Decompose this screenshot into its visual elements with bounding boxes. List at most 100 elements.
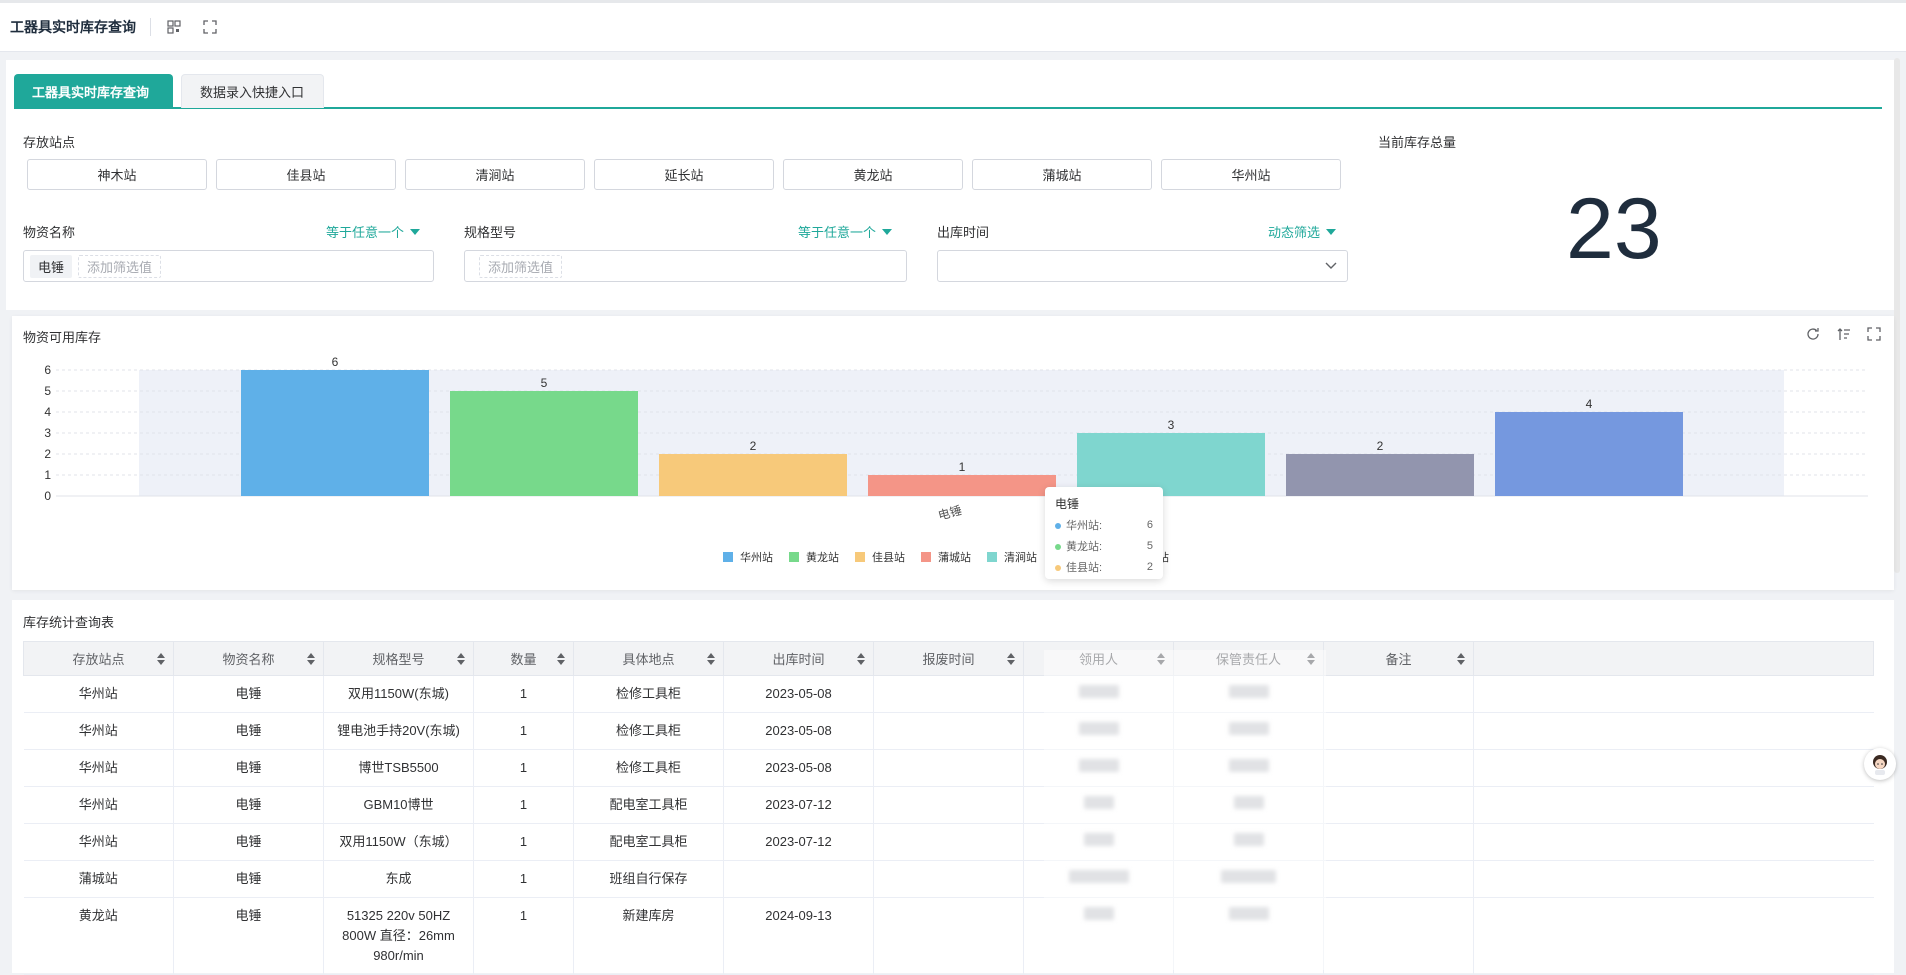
station-button[interactable]: 清涧站 [405, 159, 585, 190]
cell-name: 电锤 [173, 860, 324, 898]
expand-icon[interactable] [1867, 327, 1881, 346]
y-tick-label: 4 [44, 405, 51, 419]
spec-mode-text: 等于任意一个 [798, 225, 877, 240]
column-header[interactable]: 报废时间 [873, 641, 1024, 676]
cell-remark [1323, 786, 1474, 824]
bar-value-label: 3 [1168, 418, 1175, 432]
cell-qty: 1 [473, 749, 574, 787]
cell-place: 班组自行保存 [573, 860, 724, 898]
sort-icon[interactable] [557, 653, 565, 665]
sort-icon[interactable] [1307, 653, 1315, 665]
material-input[interactable]: 电锤 添加筛选值 [23, 250, 434, 282]
cell-spec: 东成 [323, 860, 474, 898]
refresh-icon[interactable] [1806, 327, 1820, 346]
column-header[interactable]: 物资名称 [173, 641, 324, 676]
header-label: 数量 [510, 652, 537, 667]
table-row[interactable]: 蒲城站 电锤 东成 1 班组自行保存 [23, 860, 1874, 898]
cell-keeper [1173, 712, 1324, 750]
table-row[interactable]: 华州站 电锤 GBM10博世 1 配电室工具柜 2023-07-12 [23, 786, 1874, 824]
cell-remark [1323, 712, 1474, 750]
column-header[interactable]: 领用人 [1023, 641, 1174, 676]
y-tick-label: 1 [44, 468, 51, 482]
qrcode-icon[interactable] [165, 18, 183, 36]
column-header[interactable]: 存放站点 [23, 641, 174, 676]
cell-place: 检修工具柜 [573, 712, 724, 750]
total-label: 当前库存总量 [1378, 135, 1457, 150]
cell-outtime [723, 860, 874, 898]
y-tick-label: 3 [44, 426, 51, 440]
cell-station: 华州站 [23, 786, 174, 824]
filter-chip[interactable]: 电锤 [30, 254, 73, 278]
table-row[interactable]: 华州站 电锤 博世TSB5500 1 检修工具柜 2023-05-08 [23, 749, 1874, 787]
sort-icon[interactable] [1157, 653, 1165, 665]
sort-icon[interactable] [1457, 653, 1465, 665]
bar-value-label: 6 [332, 355, 339, 369]
cell-recipient [1023, 675, 1174, 713]
material-mode-dropdown[interactable]: 等于任意一个 [326, 222, 421, 241]
sort-icon[interactable] [707, 653, 715, 665]
outtime-label: 出库时间 [937, 225, 990, 240]
sort-icon[interactable] [157, 653, 165, 665]
table-row[interactable]: 黄龙站 电锤 51325 220v 50HZ 800W 直径：26mm 980r/m… [23, 897, 1874, 975]
spec-placeholder[interactable]: 添加筛选值 [479, 254, 563, 278]
cell-name: 电锤 [173, 712, 324, 750]
tooltip-value: 5 [1146, 540, 1153, 552]
cell-recipient [1023, 786, 1174, 824]
station-button[interactable]: 蒲城站 [972, 159, 1152, 190]
tooltip-value: 2 [1146, 561, 1153, 573]
cell-outtime: 2023-07-12 [723, 823, 874, 861]
station-button[interactable]: 延长站 [594, 159, 774, 190]
column-header[interactable]: 具体地点 [573, 641, 724, 676]
cell-place: 配电室工具柜 [573, 786, 724, 824]
y-tick-label: 6 [44, 363, 51, 377]
sort-icon[interactable] [307, 653, 315, 665]
column-header[interactable]: 出库时间 [723, 641, 874, 676]
table-row[interactable]: 华州站 电锤 双用1150W(东城) 1 检修工具柜 2023-05-08 [23, 675, 1874, 713]
bar [1286, 454, 1474, 496]
table-row[interactable]: 华州站 电锤 双用1150W（东城） 1 配电室工具柜 2023-07-12 [23, 823, 1874, 861]
cell-qty: 1 [473, 675, 574, 713]
bar [868, 475, 1056, 496]
cell-recipient [1023, 749, 1174, 787]
outtime-select[interactable] [937, 250, 1348, 282]
station-button[interactable]: 华州站 [1161, 159, 1341, 190]
header-label: 报废时间 [922, 652, 975, 667]
station-label: 存放站点 [23, 135, 76, 150]
outtime-mode-dropdown[interactable]: 动态筛选 [1268, 222, 1337, 241]
cell-keeper [1173, 749, 1324, 787]
fullscreen-icon[interactable] [201, 18, 219, 36]
redacted-name [1083, 796, 1114, 809]
tab-inventory-query[interactable]: 工器具实时库存查询 [14, 74, 173, 108]
column-header[interactable]: 规格型号 [323, 641, 474, 676]
cell-spec: GBM10博世 [323, 786, 474, 824]
spec-mode-dropdown[interactable]: 等于任意一个 [798, 222, 893, 241]
scrollbar[interactable] [1894, 58, 1900, 573]
cell-filler [1473, 823, 1874, 861]
sort-icon[interactable] [1007, 653, 1015, 665]
bar [450, 391, 638, 496]
cell-remark [1323, 675, 1474, 713]
redacted-name [1233, 796, 1264, 809]
cell-filler [1473, 897, 1874, 975]
tooltip-title: 电锤 [1055, 497, 1080, 511]
sort-icon[interactable] [457, 653, 465, 665]
table-row[interactable]: 华州站 电锤 锂电池手持20V(东城) 1 检修工具柜 2023-05-08 [23, 712, 1874, 750]
column-header[interactable]: 保管责任人 [1173, 641, 1324, 676]
header-label: 规格型号 [372, 652, 425, 667]
cell-filler [1473, 749, 1874, 787]
station-button[interactable]: 佳县站 [216, 159, 396, 190]
column-header[interactable]: 备注 [1323, 641, 1474, 676]
station-button[interactable]: 神木站 [27, 159, 207, 190]
spec-input[interactable]: 添加筛选值 [464, 250, 907, 282]
sort-icon[interactable] [857, 653, 865, 665]
tab-data-entry[interactable]: 数据录入快捷入口 [181, 74, 324, 108]
total-value: 23 [1566, 181, 1662, 277]
caret-down-icon [882, 228, 893, 235]
sort-icon[interactable] [1837, 327, 1851, 346]
material-placeholder[interactable]: 添加筛选值 [78, 254, 162, 278]
cell-recipient [1023, 823, 1174, 861]
assistant-avatar-icon[interactable] [1864, 748, 1896, 780]
station-button[interactable]: 黄龙站 [783, 159, 963, 190]
cell-recipient [1023, 860, 1174, 898]
column-header[interactable]: 数量 [473, 641, 574, 676]
